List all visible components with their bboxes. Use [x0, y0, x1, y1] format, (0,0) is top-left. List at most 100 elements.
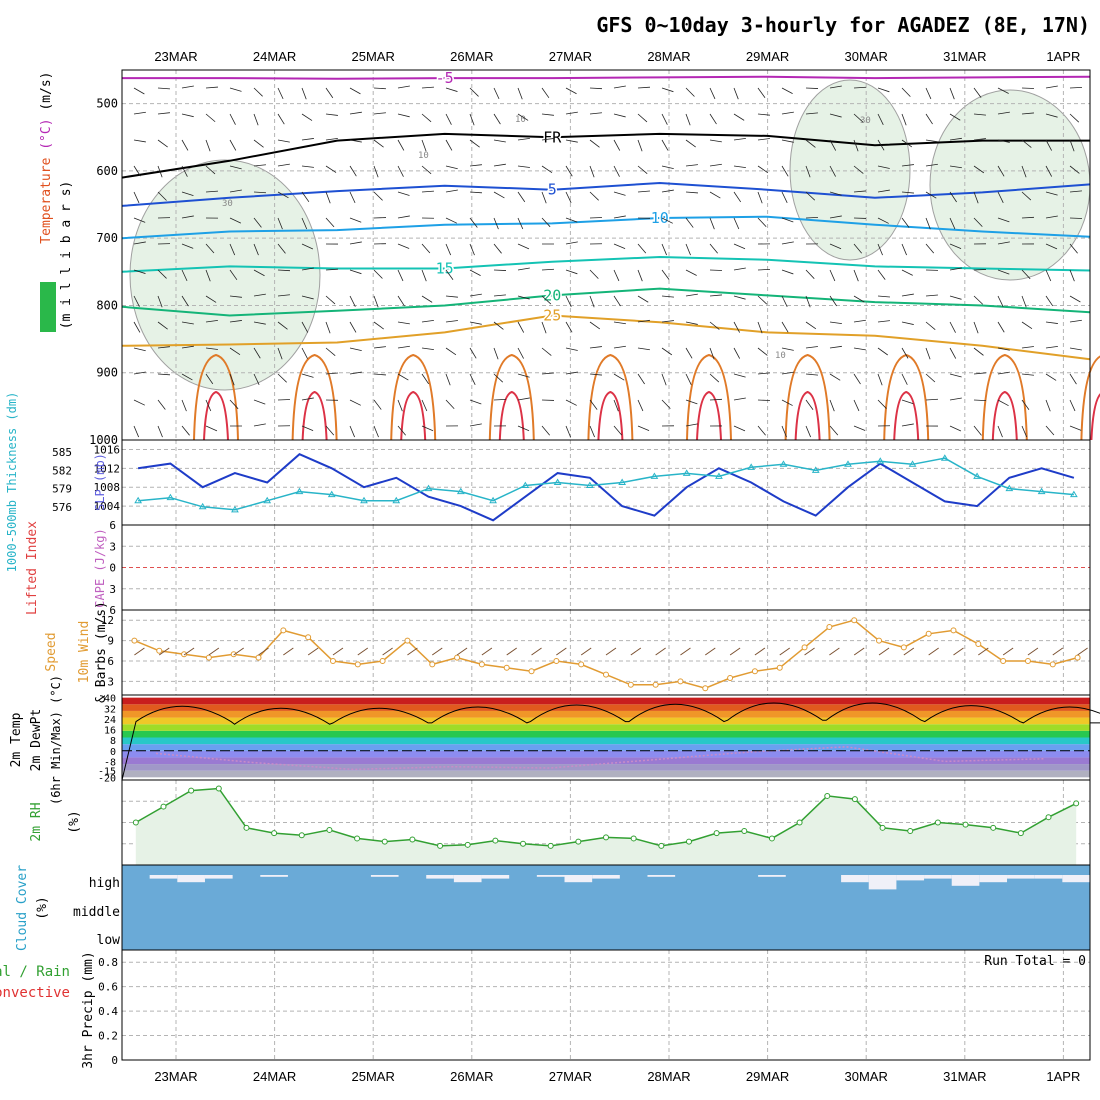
wind-barb-10m [1052, 647, 1064, 656]
warm-contour [291, 353, 338, 441]
wind-barb [253, 243, 259, 256]
wind-speed-marker [354, 661, 361, 668]
wind-barb [925, 321, 936, 330]
wind-barb [1069, 113, 1080, 123]
date-label-bottom: 26MAR [450, 1069, 493, 1084]
wind-speed-marker [454, 654, 461, 661]
wind-barb [757, 191, 763, 204]
wind-barb [997, 347, 1010, 351]
wind-barb [997, 295, 1004, 308]
wind-barb [349, 217, 362, 223]
wind-speed-marker [156, 647, 163, 654]
wind-barb [997, 111, 1010, 115]
temp-curve [121, 702, 1100, 781]
wind-barb-10m [183, 647, 195, 656]
thickness-marker [650, 472, 659, 479]
rh-marker [851, 796, 858, 803]
wind-barb-10m [481, 647, 493, 656]
wind-barb [181, 113, 194, 118]
rh-marker [824, 792, 831, 799]
wind-barb [949, 397, 962, 401]
wind-barb [997, 399, 1009, 407]
pressure-tick-label: 1000 [89, 433, 118, 447]
cloud-high-bar [536, 875, 565, 877]
cloud-high-bar [177, 875, 205, 883]
wind-barb-10m [332, 647, 344, 656]
wind-barb-10m [1027, 647, 1039, 656]
wind-barb [205, 399, 212, 412]
slp-tick-label: 1012 [94, 462, 121, 475]
wind-barb [133, 241, 146, 245]
date-label-bottom: 29MAR [746, 1069, 789, 1084]
wind-barb [541, 268, 555, 271]
wind-barb-10m [531, 647, 542, 656]
wind-barb [397, 295, 405, 307]
wind-barb [421, 165, 432, 175]
thickness-marker [1005, 484, 1014, 492]
wind-barb [709, 217, 715, 230]
date-label-bottom: 24MAR [253, 1069, 296, 1084]
temp-axis-label-3: (6hr Min/Max) (°C) [49, 675, 63, 805]
wind-barb [1069, 139, 1075, 152]
warm-contour [784, 353, 831, 441]
wind-barb [949, 113, 961, 121]
wind-barb [973, 87, 982, 98]
wind-barb-10m [431, 647, 443, 656]
wind-barb [1021, 269, 1031, 280]
wind-barb [349, 191, 356, 204]
wind-barb [373, 139, 384, 148]
rh-marker [409, 836, 416, 843]
precip-tick-label: 0.4 [98, 1005, 118, 1018]
wind-barb [349, 165, 357, 177]
wind-speed-marker [851, 617, 858, 624]
rh-marker [630, 835, 637, 842]
date-label-top: 1APR [1046, 49, 1080, 64]
date-label-bottom: 28MAR [647, 1069, 690, 1084]
wind-barb [301, 217, 308, 230]
wind-barb [421, 347, 434, 351]
wind-barb [301, 165, 314, 168]
wind-barb [445, 269, 454, 280]
wind-barb [373, 295, 379, 308]
wind-barb [157, 139, 168, 148]
hot-contour [696, 390, 722, 441]
thickness-marker [553, 478, 562, 485]
wind-barb [949, 243, 962, 249]
wind-barb [1069, 190, 1082, 193]
li-tick-label: 3 [109, 583, 116, 596]
wind-barb [901, 217, 910, 228]
wind-tick-label: 12 [101, 614, 114, 627]
wind-barb [685, 243, 691, 256]
wind-barb [829, 139, 837, 151]
wind-barb-10m [853, 647, 865, 656]
wind-barb [229, 165, 242, 170]
li-tick-label: 3 [109, 540, 116, 553]
wind-barb [637, 295, 649, 303]
wind-barb [613, 85, 626, 89]
wind-barb [229, 399, 239, 410]
wind-barb-10m [208, 647, 220, 656]
wind-barb-10m [580, 647, 592, 656]
wind-barb [253, 269, 265, 277]
rh-marker [990, 824, 997, 831]
wind-barb [829, 425, 839, 436]
thickness-marker [263, 496, 272, 504]
wind-barb-10m [1077, 647, 1088, 656]
wind-barb [325, 113, 338, 116]
date-label-bottom: 23MAR [154, 1069, 197, 1084]
wind-speed-marker [329, 658, 336, 664]
date-label-bottom: 27MAR [549, 1069, 592, 1084]
wind-barb-10m [680, 647, 691, 656]
wind-barb [205, 243, 215, 254]
wind-barb [781, 425, 787, 438]
temp-tick-label: -15 [98, 767, 116, 778]
thickness-marker [585, 481, 594, 489]
wind-barb [253, 191, 267, 194]
thickness-marker [779, 460, 788, 467]
wind-barb [133, 295, 140, 307]
wind-barb [445, 373, 451, 386]
cloud-high-bar [758, 875, 786, 877]
wind-barb [877, 113, 884, 125]
wind-barb [301, 267, 314, 271]
wind-barb [637, 425, 650, 431]
